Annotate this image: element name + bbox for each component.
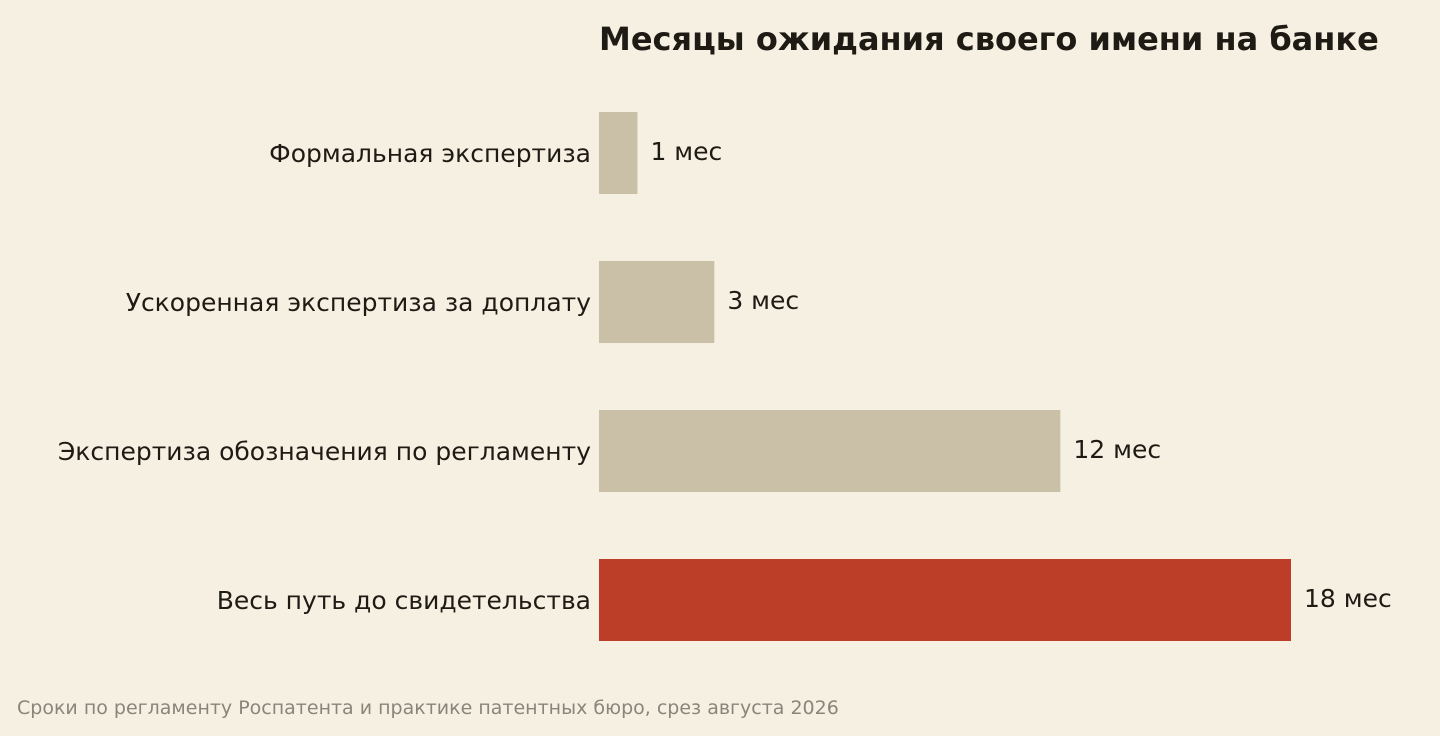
chart-title: Месяцы ожидания своего имени на банке — [599, 20, 1379, 58]
bar — [599, 112, 638, 194]
value-label: 12 мес — [1073, 435, 1161, 464]
category-label: Весь путь до свидетельства — [217, 586, 591, 615]
bar — [599, 261, 715, 343]
bars-group: Формальная экспертиза 1 мес Ускоренная экс… — [58, 112, 1392, 641]
category-label: Экспертиза обозначения по регламенту — [58, 437, 591, 466]
value-label: 3 мес — [727, 286, 799, 315]
source-note: Сроки по регламенту Роспатента и практик… — [17, 697, 839, 719]
category-label: Ускоренная экспертиза за доплату — [126, 288, 592, 317]
value-label: 1 мес — [650, 137, 722, 166]
bar — [599, 410, 1061, 492]
value-label: 18 мес — [1304, 584, 1392, 613]
bar — [599, 559, 1291, 641]
category-label: Формальная экспертиза — [269, 139, 591, 168]
